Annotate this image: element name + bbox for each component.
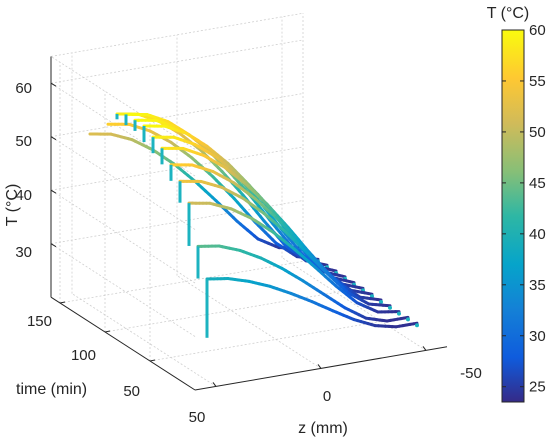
grid-line-floor (59, 259, 313, 304)
grid-line-back-wall (50, 93, 304, 138)
time-tick-50: 50 (123, 383, 140, 400)
colorbar-tick-label: 55 (529, 73, 546, 90)
grid-line-back-wall (50, 146, 304, 191)
z-mm-tick-0: 0 (323, 388, 331, 405)
z-mm-tick-50: 50 (189, 409, 206, 426)
curve-endpoint-t50 (379, 300, 383, 304)
time-tick-100: 100 (71, 347, 96, 364)
z-tick-30: 30 (15, 244, 32, 261)
grid-line-floor (104, 288, 358, 333)
grid-line-floor (71, 293, 217, 387)
grid-line-back-wall (50, 39, 304, 84)
z-mm-axis-label: z (mm) (298, 420, 348, 437)
time-axis-tick (59, 301, 66, 304)
colorbar-tick-label: 50 (529, 124, 546, 141)
curve-endpoint-t10 (415, 323, 419, 328)
z-axis-tick (50, 243, 57, 248)
colorbar-label: T (°C) (487, 5, 530, 22)
grid-line-left-wall (50, 243, 196, 337)
back-grid (50, 12, 427, 387)
colorbar-tick-label: 60 (529, 22, 546, 39)
grid-line-floor (149, 317, 403, 362)
curve-segment-t80 (349, 280, 356, 285)
curve-segment-t70 (358, 286, 365, 290)
z-axis-tick (50, 136, 57, 141)
series-curves (88, 112, 419, 338)
z-mm-tick-neg50: -50 (460, 365, 482, 382)
time-axis-line (50, 296, 196, 391)
z-mm-axis-tick (317, 364, 322, 369)
curve-segment-t110 (322, 262, 329, 267)
colorbar-tick-label: 45 (529, 175, 546, 192)
grid-line-floor (281, 257, 427, 351)
time-axis-label: time (min) (16, 381, 87, 398)
grid-line-floor (176, 275, 322, 369)
z-mm-axis-tick (212, 382, 217, 387)
z-axis-tick (50, 82, 57, 87)
grid-line-left-wall (50, 56, 196, 150)
axes-lines (50, 56, 448, 391)
time-tick-150: 150 (27, 313, 52, 330)
curve-endpoint-t30 (397, 311, 401, 316)
z-mm-axis-tick (422, 346, 427, 351)
colorbar-tick-label: 25 (529, 379, 546, 396)
z-tick-40: 40 (15, 187, 32, 204)
time-axis-tick (104, 330, 111, 333)
curve-endpoint-t40 (388, 305, 392, 310)
colorbar-ticks: 25 30 35 40 45 50 55 60 (502, 22, 546, 396)
z-tick-50: 50 (15, 133, 32, 150)
colorbar-tick-label: 30 (529, 328, 546, 345)
grid-line-back-wall (50, 12, 304, 57)
z-axis-tick (50, 189, 57, 194)
grid-line-left-wall (50, 136, 196, 230)
curve-segment-t60 (367, 292, 374, 296)
colorbar (501, 29, 525, 403)
colorbar-tick-label: 40 (529, 226, 546, 243)
z-tick-60: 60 (15, 80, 32, 97)
z-axis-label: T (°C) (4, 184, 21, 227)
curve-endpoint-t20 (406, 317, 410, 322)
grid-line-left-wall (50, 189, 196, 284)
time-axis-tick (149, 359, 156, 362)
curve-segment-t100 (331, 268, 338, 273)
curve-segment-t90 (340, 274, 347, 279)
colorbar-tick-label: 35 (529, 277, 546, 294)
